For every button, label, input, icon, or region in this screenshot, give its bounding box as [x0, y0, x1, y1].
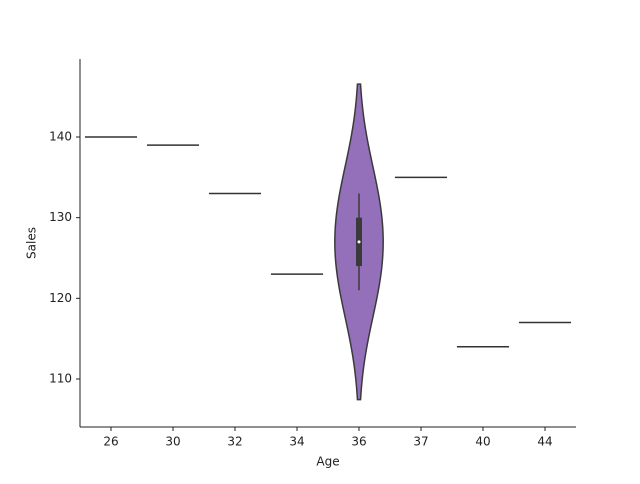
x-tick-label: 34 [289, 435, 304, 449]
median [357, 240, 361, 244]
y-axis-label: Sales [25, 227, 39, 259]
y-tick-label: 120 [49, 291, 72, 305]
x-tick-label: 32 [227, 435, 242, 449]
x-tick-label: 30 [165, 435, 180, 449]
x-tick-label: 40 [475, 435, 490, 449]
x-tick-label: 26 [103, 435, 118, 449]
x-axis-label: Age [316, 455, 339, 469]
y-tick-label: 110 [49, 372, 72, 386]
y-tick-label: 140 [49, 130, 72, 144]
y-tick-label: 130 [49, 210, 72, 224]
x-tick-label: 36 [351, 435, 366, 449]
x-tick-label: 37 [413, 435, 428, 449]
x-tick-label: 44 [537, 435, 552, 449]
